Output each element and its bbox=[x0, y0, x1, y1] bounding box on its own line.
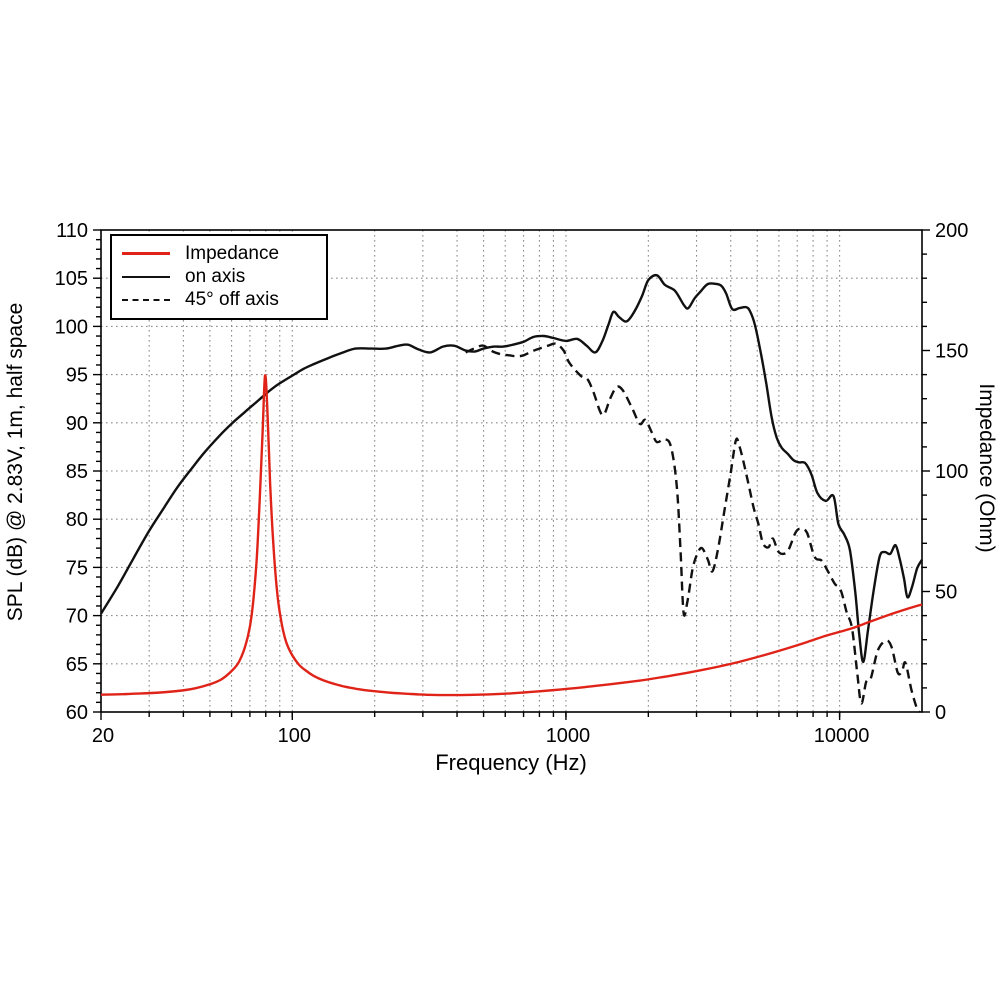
y-left-tick-label: 90 bbox=[66, 413, 88, 435]
axis-layer: 60 65 70 75 80 85 90 95 100 105 110 0 50 100 150 200 20 1… bbox=[55, 220, 969, 747]
impedance-line-swatch bbox=[122, 252, 170, 255]
legend-item-on-axis: on axis bbox=[122, 265, 326, 288]
legend-label: on axis bbox=[185, 266, 246, 287]
x-tick-label: 1000 bbox=[546, 725, 591, 747]
legend-label: 45° off axis bbox=[185, 289, 279, 310]
on-axis-line-swatch bbox=[122, 275, 170, 278]
y-left-tick-label: 65 bbox=[66, 654, 88, 676]
legend-item-impedance: Impedance bbox=[122, 242, 326, 265]
y-left-tick-label: 70 bbox=[66, 606, 88, 628]
off-axis-line-swatch bbox=[122, 298, 170, 301]
y-right-tick-label: 100 bbox=[935, 461, 968, 483]
x-tick-label: 20 bbox=[92, 725, 114, 747]
y-right-tick-label: 50 bbox=[935, 582, 957, 604]
curve-off-axis-45 bbox=[465, 342, 921, 714]
legend: Impedance on axis 45° off axis bbox=[110, 234, 328, 320]
curve-impedance bbox=[100, 374, 923, 697]
y-left-tick-label: 105 bbox=[55, 268, 88, 290]
y-left-tick-label: 110 bbox=[56, 220, 88, 242]
y-right-tick-label: 150 bbox=[935, 341, 968, 363]
y-left-tick-label: 100 bbox=[55, 316, 88, 338]
series-layer bbox=[99, 273, 924, 714]
x-axis-label: Frequency (Hz) bbox=[435, 750, 587, 775]
y-right-tick-label: 200 bbox=[935, 220, 968, 242]
y-left-tick-label: 80 bbox=[66, 509, 88, 531]
y-left-tick-label: 95 bbox=[66, 365, 88, 387]
legend-item-45-off-axis: 45° off axis bbox=[122, 288, 326, 311]
y-right-tick-label: 0 bbox=[935, 702, 946, 724]
y-left-tick-label: 75 bbox=[66, 557, 88, 579]
legend-label: Impedance bbox=[185, 243, 280, 264]
y-left-tick-label: 85 bbox=[66, 461, 88, 483]
x-tick-label: 10000 bbox=[814, 725, 870, 747]
y-left-tick-label: 60 bbox=[66, 702, 88, 724]
x-tick-label: 100 bbox=[278, 725, 311, 747]
curve-on-axis bbox=[99, 273, 924, 664]
